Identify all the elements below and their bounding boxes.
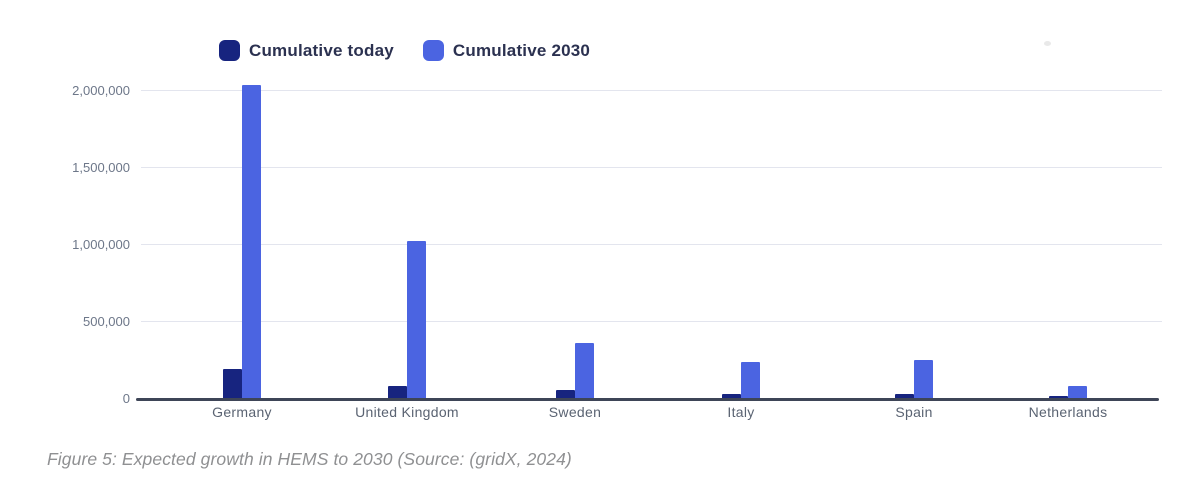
y-tick-label-1000000: 1,000,000 [72,236,130,252]
bar-cumulative-2030-spain [914,359,933,398]
figure-caption: Figure 5: Expected growth in HEMS to 203… [47,449,572,469]
bar-cumulative-today-germany [223,368,242,398]
x-axis-label-united-kingdom: United Kingdom [355,404,459,420]
bar-cumulative-2030-italy [741,361,760,398]
bar-cumulative-2030-netherlands [1068,385,1087,398]
y-tick-label-0: 0 [122,390,130,406]
chart-legend: Cumulative today Cumulative 2030 [219,40,590,61]
bar-cumulative-2030-united-kingdom [407,240,426,398]
bar-cumulative-today-sweden [556,389,575,398]
legend-swatch-today-icon [219,40,240,61]
y-tick-label-2000000: 2,000,000 [72,82,130,98]
bar-cumulative-2030-germany [242,85,261,398]
legend-item-cumulative-today: Cumulative today [219,40,394,61]
bar-cumulative-today-netherlands [1049,395,1068,398]
bar-cumulative-today-italy [722,394,741,398]
y-tick-label-1500000: 1,500,000 [72,159,130,175]
legend-label-cumulative-today: Cumulative today [249,40,394,60]
bar-cumulative-today-spain [895,394,914,398]
x-axis-label-sweden: Sweden [548,404,602,420]
gridline-500000 [141,320,1162,322]
bar-cumulative-today-united-kingdom [388,385,407,398]
y-tick-label-500000: 500,000 [83,313,130,329]
faint-dot [1044,41,1051,46]
gridline-1000000 [141,243,1162,245]
x-axis-label-netherlands: Netherlands [1028,404,1108,420]
gridline-2000000 [141,89,1162,91]
x-axis-label-spain: Spain [895,404,933,420]
bar-cumulative-2030-sweden [575,342,594,398]
legend-label-cumulative-2030: Cumulative 2030 [452,40,591,60]
x-axis-label-italy: Italy [727,404,755,420]
x-axis-label-germany: Germany [212,404,272,420]
legend-swatch-2030-icon [422,40,444,61]
gridline-1500000 [141,166,1162,168]
legend-item-cumulative-2030: Cumulative 2030 [422,40,591,61]
x-axis-line [136,397,1159,401]
